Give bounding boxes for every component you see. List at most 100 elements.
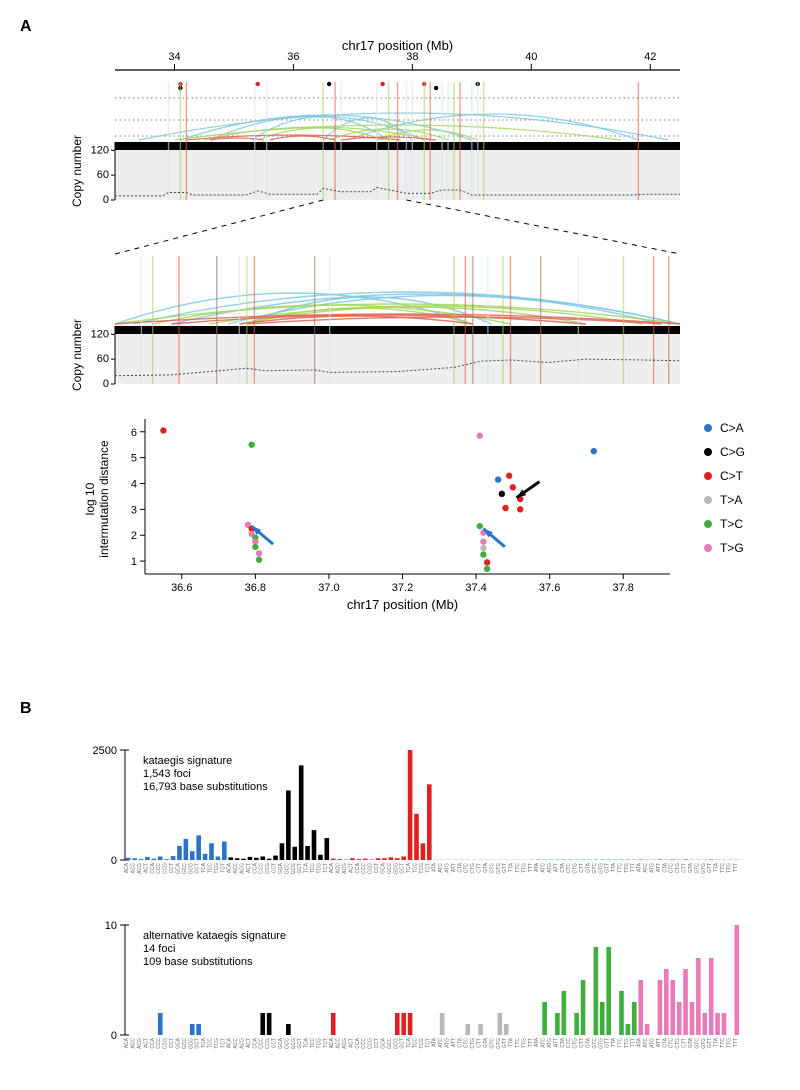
svg-text:ACT: ACT [143, 863, 149, 873]
svg-text:TTC: TTC [720, 863, 726, 873]
svg-text:TTC: TTC [515, 863, 521, 873]
svg-text:36.6: 36.6 [171, 582, 192, 594]
svg-text:ATT: ATT [553, 1038, 559, 1047]
svg-text:GTG: GTG [598, 1038, 604, 1049]
svg-text:120: 120 [91, 144, 109, 156]
svg-text:42: 42 [644, 51, 656, 63]
svg-text:CTT: CTT [477, 1038, 483, 1048]
svg-text:GTT: GTT [707, 1038, 713, 1048]
svg-text:GCC: GCC [284, 863, 290, 875]
svg-text:38: 38 [406, 51, 418, 63]
svg-text:GTG: GTG [598, 863, 604, 874]
svg-text:GCC: GCC [182, 1038, 188, 1050]
svg-text:ATG: ATG [445, 863, 451, 873]
svg-text:ACA: ACA [329, 862, 335, 873]
svg-text:chr17 position (Mb): chr17 position (Mb) [347, 597, 458, 612]
svg-text:TCT: TCT [220, 863, 226, 873]
svg-text:TCG: TCG [316, 863, 322, 874]
svg-text:TTT: TTT [733, 863, 739, 872]
svg-text:CTT: CTT [477, 863, 483, 873]
svg-text:CTG: CTG [573, 863, 579, 874]
svg-text:CTG: CTG [675, 1038, 681, 1049]
svg-text:5: 5 [131, 453, 137, 465]
svg-text:0: 0 [103, 194, 109, 206]
svg-text:CTT: CTT [579, 863, 585, 873]
svg-text:TCA: TCA [406, 862, 412, 873]
svg-text:TCC: TCC [412, 863, 418, 874]
svg-text:CCA: CCA [252, 862, 258, 873]
svg-text:TCA: TCA [201, 1037, 207, 1048]
svg-text:GCG: GCG [291, 1038, 297, 1050]
svg-text:ACG: ACG [137, 863, 143, 874]
svg-text:1: 1 [131, 556, 137, 568]
svg-text:TCT: TCT [220, 1038, 226, 1048]
svg-text:TCG: TCG [214, 1038, 220, 1049]
svg-text:120: 120 [91, 328, 109, 340]
svg-text:CCA: CCA [355, 1037, 361, 1048]
svg-text:CCC: CCC [259, 863, 265, 874]
svg-text:TTA: TTA [611, 1037, 617, 1047]
svg-text:GCC: GCC [182, 863, 188, 875]
svg-text:ACC: ACC [336, 1038, 342, 1049]
svg-text:ATC: ATC [643, 863, 649, 873]
svg-text:GCG: GCG [291, 863, 297, 875]
svg-text:CCT: CCT [272, 863, 278, 873]
svg-text:GTC: GTC [592, 863, 598, 874]
svg-text:GTG: GTG [701, 863, 707, 874]
svg-text:ACT: ACT [246, 1038, 252, 1048]
figure-page: { "labels": { "A": "A", "B": "B", "top_x… [0, 0, 800, 1090]
svg-text:TTA: TTA [509, 1037, 515, 1047]
svg-text:CTC: CTC [464, 1038, 470, 1049]
svg-text:TCA: TCA [406, 1037, 412, 1048]
svg-text:CTT: CTT [682, 863, 688, 873]
svg-text:GTT: GTT [605, 1038, 611, 1048]
svg-text:alternative kataegis signature: alternative kataegis signature [143, 930, 286, 942]
svg-text:TCA: TCA [201, 862, 207, 873]
svg-text:16,793 base substitutions: 16,793 base substitutions [143, 781, 268, 793]
svg-text:TTC: TTC [515, 1038, 521, 1048]
svg-text:TTA: TTA [509, 862, 515, 872]
svg-text:ATA: ATA [637, 1037, 643, 1047]
svg-text:TCG: TCG [316, 1038, 322, 1049]
svg-text:ATT: ATT [451, 863, 457, 872]
svg-text:CCC: CCC [361, 1038, 367, 1049]
svg-text:TTT: TTT [733, 1038, 739, 1047]
svg-text:ATA: ATA [534, 1037, 540, 1047]
svg-text:TTG: TTG [624, 863, 630, 873]
svg-text:GCA: GCA [278, 1037, 284, 1049]
svg-text:CTT: CTT [682, 1038, 688, 1048]
svg-text:CCT: CCT [272, 1038, 278, 1048]
svg-text:GTC: GTC [489, 1038, 495, 1049]
svg-text:CTA: CTA [662, 862, 668, 872]
svg-text:TTT: TTT [528, 863, 534, 872]
svg-text:ACC: ACC [131, 1038, 137, 1049]
svg-text:37.0: 37.0 [318, 582, 339, 594]
svg-text:GCG: GCG [393, 863, 399, 875]
svg-text:ATC: ATC [438, 863, 444, 873]
svg-text:chr17 position (Mb): chr17 position (Mb) [342, 38, 453, 53]
svg-text:TCT: TCT [425, 1038, 431, 1048]
svg-text:GTA: GTA [585, 862, 591, 873]
svg-text:GCG: GCG [393, 1038, 399, 1050]
svg-text:GCT: GCT [400, 863, 406, 874]
svg-text:GTC: GTC [694, 863, 700, 874]
svg-text:TCG: TCG [419, 1038, 425, 1049]
svg-text:T>G: T>G [720, 541, 744, 555]
svg-text:TCT: TCT [323, 863, 329, 873]
svg-text:TCA: TCA [304, 1037, 310, 1048]
svg-text:kataegis signature: kataegis signature [143, 755, 232, 767]
svg-text:CTG: CTG [675, 863, 681, 874]
panel-B: 02500ACAACCACGACTCCACCCCCGCCTGCAGCCGCGGC… [0, 690, 800, 1090]
svg-text:GCA: GCA [175, 862, 181, 874]
svg-text:TCG: TCG [214, 863, 220, 874]
svg-text:ATC: ATC [541, 863, 547, 873]
svg-text:log 10: log 10 [83, 482, 97, 515]
svg-text:ACC: ACC [336, 863, 342, 874]
svg-text:GCC: GCC [387, 863, 393, 875]
svg-text:CCA: CCA [252, 1037, 258, 1048]
svg-text:TCA: TCA [304, 862, 310, 873]
svg-text:CCT: CCT [169, 1038, 175, 1048]
svg-text:GCC: GCC [387, 1038, 393, 1050]
svg-text:CTA: CTA [662, 1037, 668, 1047]
svg-text:CCG: CCG [265, 1038, 271, 1049]
